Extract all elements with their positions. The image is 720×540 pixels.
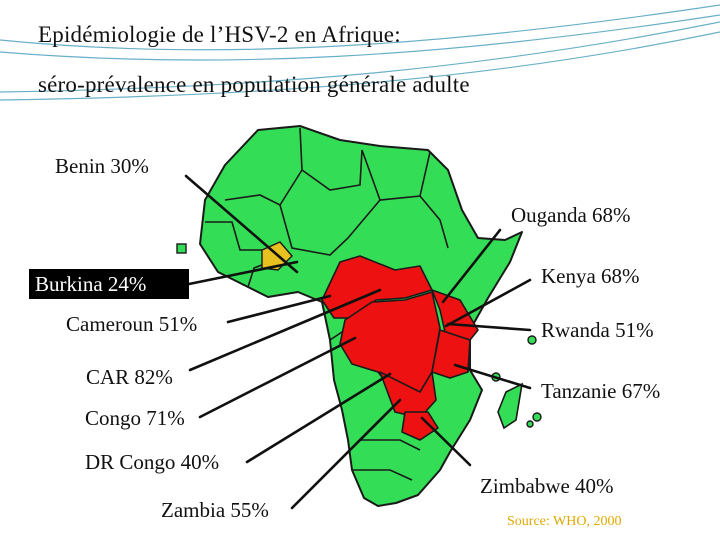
slide-title-line-2: séro-prévalence en population générale a… <box>38 72 470 97</box>
decorative-swoosh <box>0 4 720 101</box>
label-cameroun: Cameroun 51% <box>66 312 198 336</box>
country-borders <box>205 127 449 481</box>
label-burkina: Burkina 24% <box>29 269 189 299</box>
label-rwanda: Rwanda 51% <box>541 318 654 342</box>
slide-title-line-1: Epidémiologie de l’HSV-2 en Afrique: <box>38 22 401 47</box>
label-ouganda: Ouganda 68% <box>511 203 631 227</box>
label-zambia: Zambia 55% <box>161 498 269 522</box>
label-congo: Congo 71% <box>85 406 185 430</box>
region-zimbabwe <box>401 411 439 441</box>
source-note: Source: WHO, 2000 <box>507 514 622 529</box>
pointer-lines <box>184 174 532 510</box>
madagascar <box>497 382 524 430</box>
label-zimbabwe: Zimbabwe 40% <box>480 474 614 498</box>
label-kenya: Kenya 68% <box>541 264 640 288</box>
label-car: CAR 82% <box>86 365 173 389</box>
label-drcongo: DR Congo 40% <box>85 450 220 474</box>
label-tanzanie: Tanzanie 67% <box>541 379 661 403</box>
label-benin: Benin 30% <box>55 154 149 178</box>
